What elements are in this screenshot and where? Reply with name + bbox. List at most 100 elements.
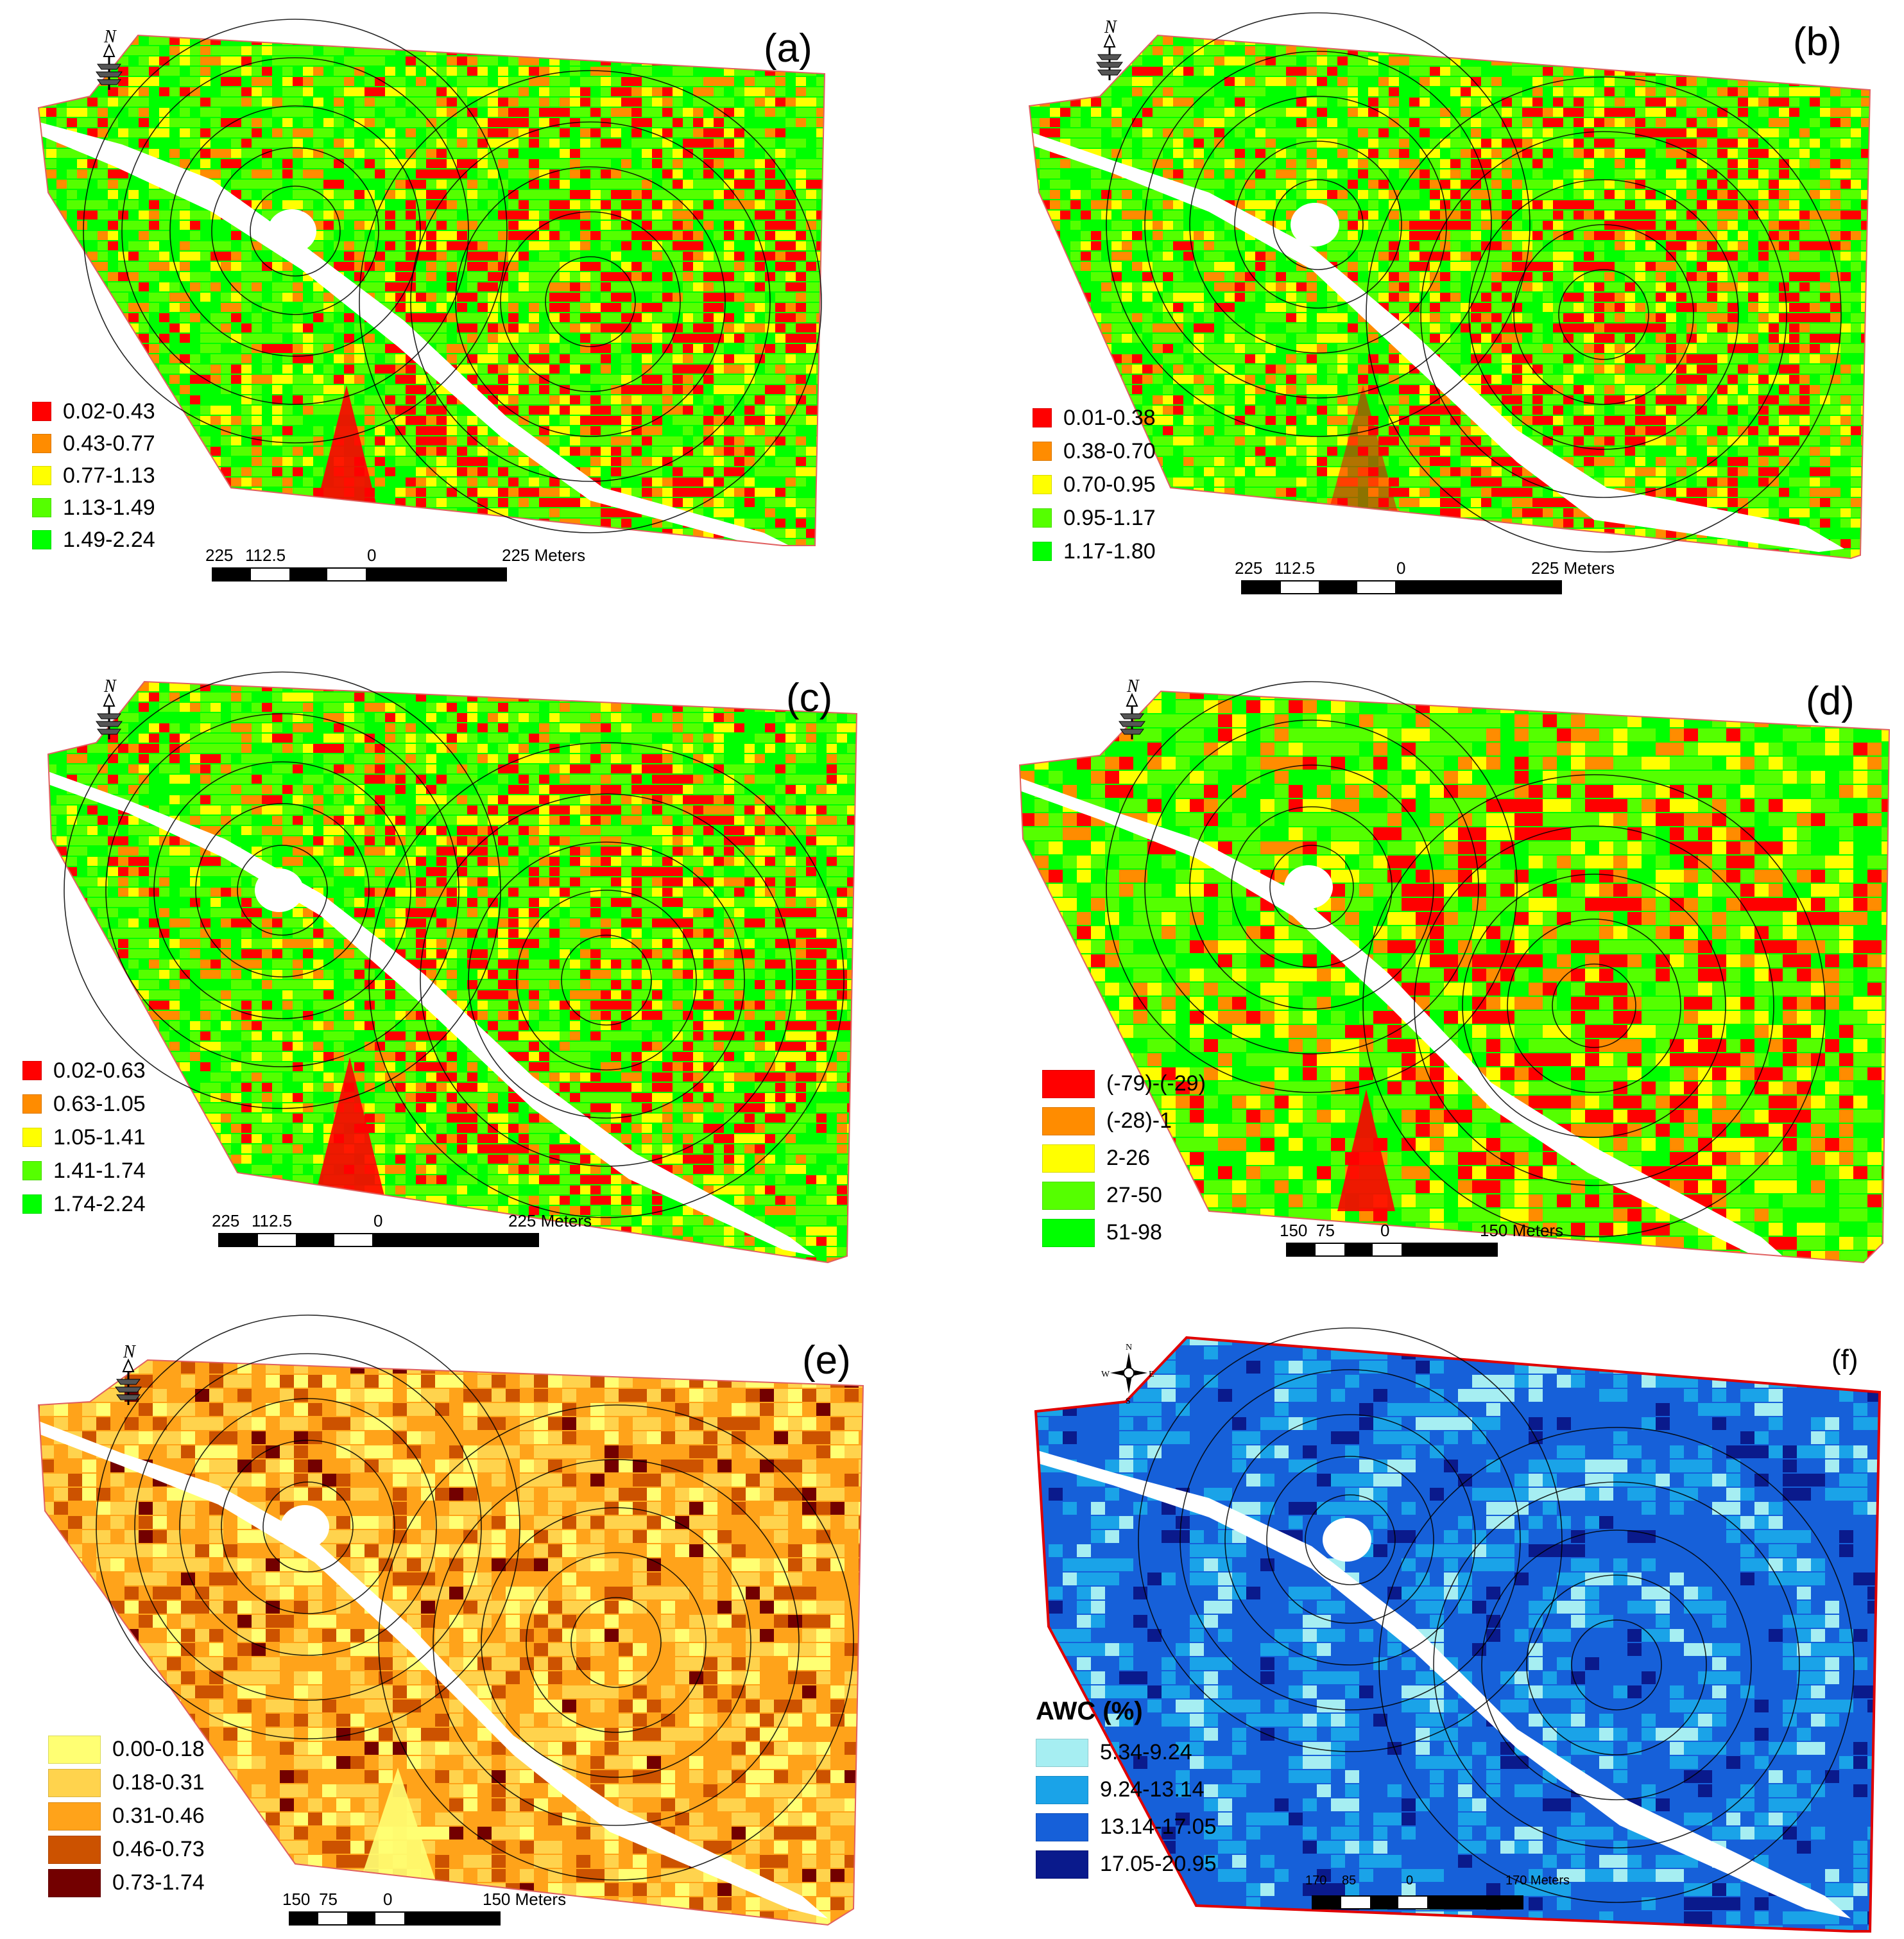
scale-label: 150	[282, 1890, 310, 1909]
irrigation-circle	[570, 1597, 662, 1688]
legend-label: 0.46-0.73	[112, 1836, 205, 1863]
irrigation-circle	[1273, 179, 1364, 270]
north-arrow-icon: N	[1113, 675, 1151, 749]
legend-label: 0.70-0.95	[1063, 471, 1156, 498]
legend-label: 51-98	[1106, 1219, 1162, 1246]
legend-swatch	[22, 1194, 42, 1214]
irrigation-circle	[468, 841, 745, 1119]
scale-label: 75	[1316, 1221, 1335, 1241]
map-panel-a: (a) N 0.02-0.43 0.43-0.77 0.77-1.13 1.13-1.…	[0, 0, 952, 646]
legend-swatch	[22, 1161, 42, 1180]
scale-label: 85	[1342, 1874, 1356, 1888]
scale-bar-graphic	[1286, 1243, 1498, 1257]
legend-label: 1.05-1.41	[53, 1124, 146, 1151]
legend-label: 0.43-0.77	[63, 430, 155, 457]
irrigation-circle	[179, 1398, 437, 1656]
channel	[1036, 1450, 1851, 1918]
irrigation-circle	[1481, 1530, 1752, 1800]
irrigation-circle	[105, 713, 459, 1067]
field-boundary	[1028, 34, 1871, 560]
irrigation-circle	[1378, 1427, 1855, 1903]
irrigation-circle	[169, 105, 421, 357]
legend-label: 0.02-0.43	[63, 398, 155, 425]
irrigation-circle	[1106, 12, 1531, 437]
legend-label: (-28)-1	[1106, 1107, 1172, 1134]
north-arrow-graphic: N	[1119, 676, 1145, 739]
irrigation-circle	[378, 1404, 854, 1881]
scale-label: 0	[373, 1211, 382, 1231]
legend-swatch	[1033, 442, 1052, 461]
scale-label: 150 Meters	[483, 1890, 566, 1909]
panel-label-b: (b)	[1793, 19, 1842, 65]
north-arrow-icon: N	[90, 26, 128, 99]
north-arrow-graphic: N	[1096, 17, 1123, 80]
legend-swatch	[1036, 1813, 1088, 1841]
irrigation-circle	[1189, 96, 1447, 354]
north-arrow-icon: N	[109, 1341, 148, 1415]
irrigation-circle	[1179, 1369, 1521, 1711]
map-panel-e: (e) N 0.00-0.18 0.18-0.31 0.31-0.46 0.46-0.…	[0, 1293, 952, 1939]
legend-swatch	[1033, 475, 1052, 494]
legend-swatch	[22, 1094, 42, 1114]
legend-label: 0.18-0.31	[112, 1769, 205, 1796]
irrigation-circle	[1433, 1481, 1800, 1849]
scale-label: 0	[1406, 1874, 1413, 1888]
legend-swatch	[1033, 542, 1052, 561]
legend-label: 0.77-1.13	[63, 462, 155, 489]
field-boundary	[1018, 690, 1891, 1264]
scale-label: 75	[319, 1890, 338, 1909]
legend-swatch	[1042, 1107, 1095, 1135]
irrigation-circle	[195, 803, 370, 978]
irrigation-circle	[211, 147, 379, 315]
scale-bar-graphic	[218, 1233, 539, 1247]
irrigation-circle	[83, 19, 508, 444]
irrigation-circle	[96, 1314, 520, 1739]
scale-label: 112.5	[245, 546, 286, 565]
scale-label: 225 Meters	[508, 1211, 592, 1231]
map-panel-c: (c) N 0.02-0.63 0.63-1.05 1.05-1.41 1.41-1.…	[0, 646, 952, 1293]
channel	[39, 1421, 828, 1918]
irrigation-circle	[359, 70, 822, 533]
scale-label: 225	[205, 546, 233, 565]
legend-swatch	[1042, 1070, 1095, 1098]
irrigation-circle	[545, 256, 636, 347]
scale-label: 225 Meters	[1531, 558, 1615, 578]
legend-label: 0.63-1.05	[53, 1090, 146, 1117]
channel	[1020, 778, 1787, 1259]
irrigation-circle	[1362, 774, 1826, 1237]
legend-label: 13.14-17.05	[1100, 1813, 1217, 1840]
legend-swatch	[1033, 408, 1052, 427]
scale-bar-graphic	[1312, 1895, 1523, 1909]
legend-swatch	[1033, 508, 1052, 528]
scale-label: 150	[1280, 1221, 1307, 1241]
irrigation-circle	[1552, 963, 1636, 1048]
irrigation-circle	[1144, 720, 1479, 1055]
north-arrow-graphic: N	[96, 27, 123, 90]
legend-label: 1.17-1.80	[1063, 538, 1156, 565]
legend-label: (-79)-(-29)	[1106, 1070, 1206, 1097]
map-panel-b: (b) N 0.01-0.38 0.38-0.70 0.70-0.95 0.95-1.…	[952, 0, 1904, 646]
scale-label: 170 Meters	[1505, 1874, 1570, 1888]
scale-bar-graphic	[289, 1911, 501, 1926]
irrigation-circle	[1558, 269, 1649, 360]
field-map-a	[37, 19, 826, 546]
scale-label: 225 Meters	[502, 546, 585, 565]
scale-label: 0	[1396, 558, 1405, 578]
irrigation-circle	[516, 890, 697, 1071]
legend-swatch	[48, 1802, 101, 1831]
legend-swatch	[32, 530, 51, 549]
scale-label: 225	[212, 1211, 239, 1231]
irrigation-circle	[410, 121, 771, 482]
scale-bar-graphic	[1241, 580, 1562, 594]
irrigation-circle	[433, 1459, 800, 1826]
irrigation-circle	[250, 185, 341, 277]
legend-swatch	[48, 1769, 101, 1797]
irrigation-circle	[64, 671, 501, 1109]
raster-cells	[48, 682, 857, 1263]
irrigation-circle	[368, 742, 845, 1218]
irrigation-circle	[1571, 1619, 1662, 1711]
map-panel-d: (d) N (-79)-(-29) (-28)-1 2-26 27-50 51-98 1…	[952, 646, 1904, 1293]
legend-swatch	[32, 434, 51, 453]
irrigation-circle	[1106, 681, 1518, 1093]
